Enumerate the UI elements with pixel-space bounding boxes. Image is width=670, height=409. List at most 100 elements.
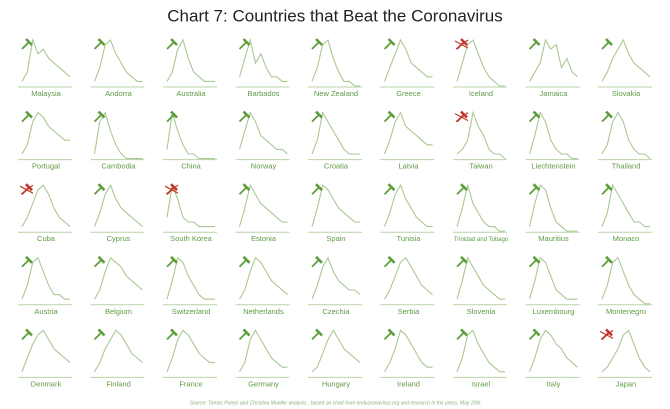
hammer-head [605,328,613,337]
case-curve [311,111,360,155]
hammer-icon [383,110,396,123]
hammer-handle [311,41,320,50]
panel-label: Monaco [613,234,640,243]
case-curve [93,111,143,160]
hammer-handle [93,186,103,195]
hammer-icon [528,38,541,50]
hammer-handle [238,331,248,341]
case-curve [239,256,288,300]
hammer-icon [456,183,468,195]
panel-label: Taiwan [469,162,492,171]
hammer-head [315,38,323,46]
hammer-head [532,328,541,337]
chart-title: Chart 7: Countries that Beat the Coronav… [167,6,502,25]
panel-label: Luxembourg [533,307,575,316]
panel-label: Denmark [31,379,62,388]
hammer-handle [383,186,393,195]
hammer-head [532,38,541,46]
hammer-icon [238,255,251,268]
case-curve [384,329,433,373]
hammer-icon [456,328,468,341]
panel-label: Barbados [247,89,279,98]
case-curve [311,256,361,300]
hammer-head [315,255,323,264]
panel-label: Italy [547,379,561,388]
hammer-handle [528,186,538,195]
hammer-handle [456,259,465,268]
hammer-handle [311,186,320,195]
hammer-handle [383,331,393,341]
hammer-icon [238,38,251,50]
hammer-head [532,183,541,192]
hammer-head [97,38,106,46]
panel-label: Hungary [322,379,351,388]
case-curve [528,111,578,160]
case-curve [601,329,651,373]
case-curve [601,256,650,305]
cross-mark [600,329,614,340]
hammer-head [242,110,251,119]
hammer-icon [21,38,33,50]
hammer-icon [166,110,178,123]
case-curve [383,38,433,82]
hammer-handle [601,259,610,268]
hammer-handle [601,186,610,195]
hammer-head [387,328,396,337]
case-curve [239,329,288,373]
hammer-handle [311,331,320,341]
hammer-icon [311,255,323,268]
hammer-handle [456,331,465,341]
hammer-icon [164,183,179,195]
hammer-head [25,38,33,46]
hammer-icon [93,38,106,50]
hammer-head [25,328,33,337]
hammer-handle [93,331,103,341]
hammer-head [315,328,323,337]
hammer-icon [21,110,33,123]
cross-mark [20,184,34,195]
hammer-icon [238,183,251,195]
case-curve [21,256,70,300]
hammer-handle [528,331,538,341]
hammer-icon [528,110,541,123]
hammer-head [460,38,468,46]
hammer-head [170,183,178,192]
hammer-handle [383,259,393,268]
hammer-head [97,255,106,264]
case-curve [528,184,578,232]
case-curve [238,183,288,227]
case-curve [238,111,288,155]
panel-label: Montenegro [606,307,646,316]
hammer-icon [311,110,323,123]
cross-mark [455,112,469,123]
hammer-icon [383,255,396,268]
hammer-icon [166,255,178,268]
case-curve [601,183,650,228]
hammer-head [460,183,468,192]
case-curve [94,329,143,373]
case-curve [383,183,433,228]
panel-label: Croatia [324,162,349,171]
panel-label: Andorra [105,89,133,98]
hammer-icon [21,328,33,341]
hammer-head [170,328,178,337]
panel-label: Latvia [398,162,419,171]
case-curve [456,256,505,300]
panel-label: China [181,162,201,171]
hammer-head [460,255,468,264]
panel-label: Tunisia [397,234,422,243]
hammer-head [242,38,251,46]
panel-label: Estonia [251,234,277,243]
case-curve [21,37,71,82]
case-curve [601,111,651,160]
panel-label: Germany [248,379,279,388]
hammer-handle [21,331,30,341]
hammer-head [170,110,178,119]
hammer-head [387,183,396,192]
case-curve [456,329,505,373]
hammer-head [460,328,468,337]
panel-label: Trinidad and Tobago [454,237,509,243]
hammer-handle [383,113,393,123]
hammer-head [387,255,396,264]
